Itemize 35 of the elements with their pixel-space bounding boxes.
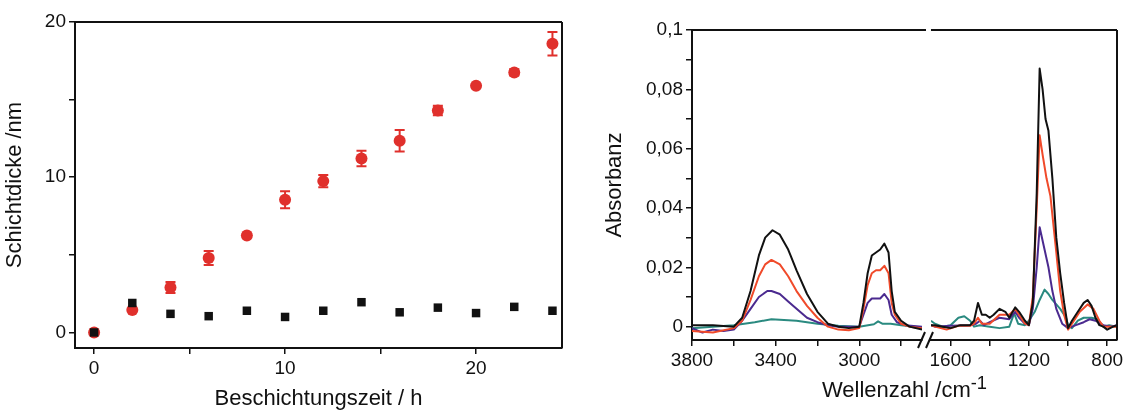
- y-tick-label: 0,08: [646, 77, 683, 99]
- y-tick-label: 10: [44, 165, 66, 187]
- point: [470, 79, 483, 92]
- x-axis-title: Beschichtungszeit / h: [214, 384, 423, 410]
- point: [393, 134, 406, 147]
- point: [548, 306, 557, 315]
- y-tick-label: 0,04: [646, 196, 684, 218]
- x-axis-title: Wellenzahl /cm$^{-1}$: [820, 372, 989, 404]
- y-tick-label: 20: [44, 10, 66, 32]
- x-tick-label: 3400: [754, 348, 797, 370]
- point: [128, 298, 137, 308]
- x-tick-label: 1600: [929, 348, 972, 370]
- point: [433, 303, 443, 312]
- y-axis-title: Schichtdicke /nm: [1, 101, 27, 269]
- x-tick-label: 3000: [838, 348, 881, 370]
- y-tick-label: 0,06: [646, 136, 683, 158]
- point: [166, 309, 175, 319]
- x-tick-label: 10: [274, 356, 296, 378]
- point: [395, 308, 404, 317]
- x-tick-label: 3800: [670, 348, 714, 370]
- y-tick-label: 0,02: [646, 255, 683, 277]
- x-tick-label: 800: [1091, 348, 1124, 370]
- y-axis-title: Absorbanz: [601, 132, 627, 238]
- point: [204, 311, 213, 321]
- x-tick-label: 1200: [1007, 348, 1051, 370]
- x-tick-label: 0: [88, 356, 100, 378]
- y-tick-label: 0: [672, 314, 683, 336]
- point: [319, 306, 328, 315]
- point: [240, 229, 253, 242]
- point: [279, 193, 292, 206]
- point: [546, 37, 559, 50]
- y-tick-label: 0,1: [656, 18, 683, 40]
- point: [357, 297, 366, 307]
- x-tick-label: 20: [465, 356, 487, 378]
- y-tick-label: 0: [55, 320, 66, 342]
